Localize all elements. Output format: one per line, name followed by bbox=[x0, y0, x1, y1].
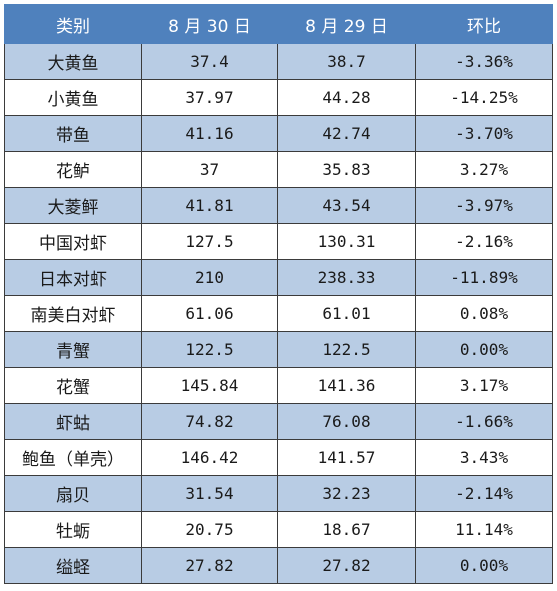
table-row: 花鲈 37 35.83 3.27% bbox=[4, 151, 553, 188]
cell-category: 鲍鱼（单壳） bbox=[4, 439, 142, 476]
cell-aug-30-price: 27.82 bbox=[141, 547, 278, 584]
table-header-row: 类别 8 月 30 日 8 月 29 日 环比 bbox=[4, 4, 553, 44]
cell-change-percent: 3.27% bbox=[415, 151, 553, 188]
header-aug-29: 8 月 29 日 bbox=[277, 4, 416, 44]
cell-aug-29-price: 44.28 bbox=[277, 79, 416, 116]
cell-change-percent: -3.36% bbox=[415, 43, 553, 80]
table-row: 中国对虾 127.5 130.31 -2.16% bbox=[4, 223, 553, 260]
cell-aug-30-price: 210 bbox=[141, 259, 278, 296]
cell-change-percent: -2.16% bbox=[415, 223, 553, 260]
cell-aug-30-price: 61.06 bbox=[141, 295, 278, 332]
cell-aug-29-price: 18.67 bbox=[277, 511, 416, 548]
cell-aug-30-price: 37 bbox=[141, 151, 278, 188]
price-comparison-table: 类别 8 月 30 日 8 月 29 日 环比 大黄鱼 37.4 38.7 -3.36… bbox=[4, 4, 553, 584]
table-row: 牡蛎 20.75 18.67 11.14% bbox=[4, 511, 553, 548]
cell-category: 中国对虾 bbox=[4, 223, 142, 260]
cell-category: 青蟹 bbox=[4, 331, 142, 368]
cell-change-percent: 3.17% bbox=[415, 367, 553, 404]
table-row: 日本对虾 210 238.33 -11.89% bbox=[4, 259, 553, 296]
cell-change-percent: -3.70% bbox=[415, 115, 553, 152]
cell-aug-29-price: 32.23 bbox=[277, 475, 416, 512]
cell-aug-30-price: 37.4 bbox=[141, 43, 278, 80]
table-row: 大黄鱼 37.4 38.7 -3.36% bbox=[4, 43, 553, 80]
cell-aug-30-price: 37.97 bbox=[141, 79, 278, 116]
cell-aug-29-price: 27.82 bbox=[277, 547, 416, 584]
table-row: 扇贝 31.54 32.23 -2.14% bbox=[4, 475, 553, 512]
cell-category: 大菱鲆 bbox=[4, 187, 142, 224]
cell-category: 带鱼 bbox=[4, 115, 142, 152]
cell-aug-29-price: 42.74 bbox=[277, 115, 416, 152]
cell-change-percent: 0.00% bbox=[415, 547, 553, 584]
cell-aug-29-price: 141.36 bbox=[277, 367, 416, 404]
header-change: 环比 bbox=[415, 4, 553, 44]
header-aug-30: 8 月 30 日 bbox=[141, 4, 278, 44]
cell-aug-29-price: 43.54 bbox=[277, 187, 416, 224]
cell-category: 日本对虾 bbox=[4, 259, 142, 296]
cell-aug-29-price: 38.7 bbox=[277, 43, 416, 80]
table-row: 大菱鲆 41.81 43.54 -3.97% bbox=[4, 187, 553, 224]
table-row: 花蟹 145.84 141.36 3.17% bbox=[4, 367, 553, 404]
cell-aug-30-price: 145.84 bbox=[141, 367, 278, 404]
table-row: 青蟹 122.5 122.5 0.00% bbox=[4, 331, 553, 368]
cell-aug-29-price: 61.01 bbox=[277, 295, 416, 332]
cell-category: 牡蛎 bbox=[4, 511, 142, 548]
table-row: 带鱼 41.16 42.74 -3.70% bbox=[4, 115, 553, 152]
table-body: 大黄鱼 37.4 38.7 -3.36% 小黄鱼 37.97 44.28 -14.25% 带鱼 4… bbox=[4, 43, 553, 584]
cell-aug-30-price: 41.16 bbox=[141, 115, 278, 152]
cell-aug-30-price: 146.42 bbox=[141, 439, 278, 476]
cell-category: 大黄鱼 bbox=[4, 43, 142, 80]
cell-aug-30-price: 122.5 bbox=[141, 331, 278, 368]
cell-change-percent: 3.43% bbox=[415, 439, 553, 476]
cell-change-percent: -11.89% bbox=[415, 259, 553, 296]
cell-aug-29-price: 141.57 bbox=[277, 439, 416, 476]
cell-category: 虾蛄 bbox=[4, 403, 142, 440]
cell-change-percent: 0.08% bbox=[415, 295, 553, 332]
cell-change-percent: 0.00% bbox=[415, 331, 553, 368]
cell-change-percent: -1.66% bbox=[415, 403, 553, 440]
cell-change-percent: 11.14% bbox=[415, 511, 553, 548]
cell-change-percent: -2.14% bbox=[415, 475, 553, 512]
cell-aug-30-price: 127.5 bbox=[141, 223, 278, 260]
header-category: 类别 bbox=[4, 4, 142, 44]
cell-aug-29-price: 130.31 bbox=[277, 223, 416, 260]
table-row: 南美白对虾 61.06 61.01 0.08% bbox=[4, 295, 553, 332]
cell-category: 南美白对虾 bbox=[4, 295, 142, 332]
table-row: 缢蛏 27.82 27.82 0.00% bbox=[4, 547, 553, 584]
cell-aug-29-price: 35.83 bbox=[277, 151, 416, 188]
cell-category: 花鲈 bbox=[4, 151, 142, 188]
cell-aug-29-price: 122.5 bbox=[277, 331, 416, 368]
cell-change-percent: -3.97% bbox=[415, 187, 553, 224]
cell-aug-30-price: 41.81 bbox=[141, 187, 278, 224]
cell-category: 小黄鱼 bbox=[4, 79, 142, 116]
table-row: 虾蛄 74.82 76.08 -1.66% bbox=[4, 403, 553, 440]
price-table-container: 类别 8 月 30 日 8 月 29 日 环比 大黄鱼 37.4 38.7 -3.36… bbox=[4, 4, 553, 584]
cell-aug-30-price: 20.75 bbox=[141, 511, 278, 548]
cell-category: 缢蛏 bbox=[4, 547, 142, 584]
cell-category: 花蟹 bbox=[4, 367, 142, 404]
cell-category: 扇贝 bbox=[4, 475, 142, 512]
table-row: 小黄鱼 37.97 44.28 -14.25% bbox=[4, 79, 553, 116]
cell-aug-30-price: 31.54 bbox=[141, 475, 278, 512]
cell-change-percent: -14.25% bbox=[415, 79, 553, 116]
cell-aug-29-price: 238.33 bbox=[277, 259, 416, 296]
cell-aug-29-price: 76.08 bbox=[277, 403, 416, 440]
table-row: 鲍鱼（单壳） 146.42 141.57 3.43% bbox=[4, 439, 553, 476]
cell-aug-30-price: 74.82 bbox=[141, 403, 278, 440]
